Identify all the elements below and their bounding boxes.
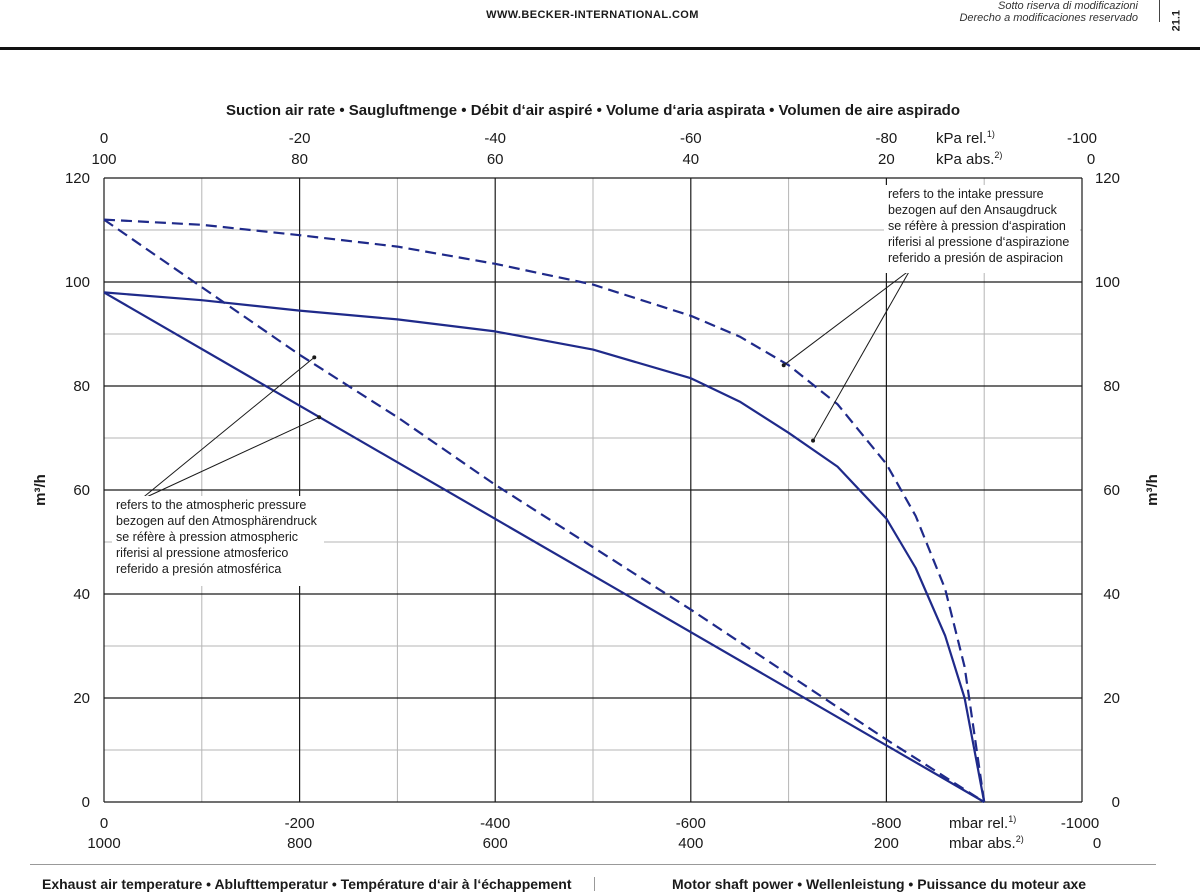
y-tick-label-left: 80 — [73, 378, 90, 395]
annotation-text: refers to the atmospheric pressure — [116, 498, 306, 512]
x-tick-label-mbar-abs: 200 — [874, 835, 899, 852]
annotation-text: referido a presión de aspiracion — [888, 251, 1063, 265]
x-tick-label-kpa-abs: 100 — [91, 151, 116, 168]
x-tick-label-kpa-rel: -100 — [1067, 130, 1097, 147]
y-tick-label-left: 120 — [65, 170, 90, 187]
header-rule — [0, 47, 1200, 50]
y-axis-label-right: m³/h — [1144, 474, 1161, 506]
notice-line-es: Derecho a modificaciones reservado — [959, 12, 1138, 24]
series-lines — [103, 218, 986, 803]
x-tick-label-mbar-rel: -1000 — [1061, 815, 1099, 832]
modification-notice: Sotto riserva di modificazioni Derecho a… — [959, 0, 1138, 24]
x-tick-label-mbar-rel: -800 — [871, 815, 901, 832]
annotation-text: bezogen auf den Ansaugdruck — [888, 203, 1058, 217]
y-tick-label-right: 120 — [1095, 170, 1120, 187]
annotation-text: riferisi al pressione atmosferico — [116, 546, 288, 560]
annotation-box — [884, 185, 1080, 273]
footer-motor-power-label: Motor shaft power • Wellenleistung • Pui… — [672, 876, 1087, 892]
x-tick-label-mbar-rel: 0 — [100, 815, 108, 832]
page-tab-divider — [1159, 0, 1160, 22]
x-unit-mbar-rel: mbar rel.1) — [949, 814, 1016, 832]
annotation-text: riferisi al pressione d‘aspirazione — [888, 235, 1069, 249]
annotation-text: bezogen auf den Atmosphärendruck — [116, 514, 318, 528]
x-tick-label-mbar-abs: 800 — [287, 835, 312, 852]
x-tick-label-mbar-abs: 1000 — [87, 835, 120, 852]
footer-rule — [30, 864, 1156, 865]
x-tick-label-kpa-rel: -20 — [289, 130, 311, 147]
annotation-leader-line — [783, 269, 911, 366]
footer-divider — [594, 877, 595, 891]
y-tick-label-left: 60 — [73, 482, 90, 499]
annotation-leader-line — [139, 357, 315, 501]
grid — [103, 177, 1083, 803]
annotation-text: referido a presión atmosférica — [116, 562, 281, 576]
x-tick-label-mbar-abs: 0 — [1093, 835, 1101, 852]
y-tick-label-left: 0 — [82, 794, 90, 811]
x-tick-label-mbar-rel: -200 — [285, 815, 315, 832]
x-tick-label-kpa-rel: -80 — [876, 130, 898, 147]
y-tick-label-right: 20 — [1103, 690, 1120, 707]
y-tick-label-left: 20 — [73, 690, 90, 707]
annotations: refers to the atmospheric pressure bezoge… — [112, 185, 1080, 586]
x-tick-label-kpa-rel: 0 — [100, 130, 108, 147]
x-tick-label-kpa-rel: -60 — [680, 130, 702, 147]
x-tick-label-mbar-rel: -600 — [676, 815, 706, 832]
x-tick-label-kpa-abs: 40 — [682, 151, 699, 168]
annotation-leader-dot — [317, 415, 322, 420]
x-unit-kpa-abs: kPa abs.2) — [936, 150, 1002, 168]
y-tick-label-left: 100 — [65, 274, 90, 291]
annotation-leader-line — [812, 269, 911, 441]
x-unit-mbar-abs: mbar abs.2) — [949, 834, 1024, 852]
annotation-box — [112, 496, 324, 586]
x-tick-label-kpa-abs: 20 — [878, 151, 895, 168]
x-tick-label-mbar-abs: 600 — [483, 835, 508, 852]
x-tick-label-kpa-rel: -40 — [484, 130, 506, 147]
annotation-text: refers to the intake pressure — [888, 187, 1044, 201]
annotation-text: se réfère à pression atmospheric — [116, 530, 298, 544]
y-tick-label-right: 60 — [1103, 482, 1120, 499]
y-tick-label-right: 40 — [1103, 586, 1120, 603]
y-tick-label-right: 0 — [1112, 794, 1120, 811]
x-tick-label-kpa-abs: 80 — [291, 151, 308, 168]
website-url: WWW.BECKER-INTERNATIONAL.COM — [486, 9, 699, 21]
y-axis-label-left: m³/h — [32, 474, 49, 506]
annotation-leader-dot — [312, 355, 317, 360]
annotation-leader-dot — [811, 438, 816, 443]
chart-title: Suction air rate • Saugluftmenge • Débit… — [226, 102, 960, 119]
x-tick-label-kpa-abs: 0 — [1087, 151, 1095, 168]
annotation-leader-dot — [781, 363, 786, 368]
series-line-1-solid — [103, 291, 985, 803]
notice-line-it: Sotto riserva di modificazioni — [997, 0, 1138, 12]
y-tick-label-right: 80 — [1103, 378, 1120, 395]
x-tick-label-kpa-abs: 60 — [487, 151, 504, 168]
x-tick-label-mbar-rel: -400 — [480, 815, 510, 832]
x-tick-label-mbar-abs: 400 — [678, 835, 703, 852]
x-unit-kpa-rel: kPa rel.1) — [936, 129, 995, 147]
series-line-2-dashed — [103, 218, 985, 803]
footer-exhaust-temperature-label: Exhaust air temperature • Ablufttemperat… — [42, 876, 572, 892]
annotation-leader-line — [139, 416, 320, 501]
series-line-4-dashed — [103, 218, 986, 803]
performance-chart: Suction air rate • Saugluftmenge • Débit… — [32, 102, 1161, 852]
y-tick-label-left: 40 — [73, 586, 90, 603]
series-line-3-solid — [103, 291, 986, 803]
annotation-text: se réfère à pression d‘aspiration — [888, 219, 1066, 233]
y-tick-label-right: 100 — [1095, 274, 1120, 291]
